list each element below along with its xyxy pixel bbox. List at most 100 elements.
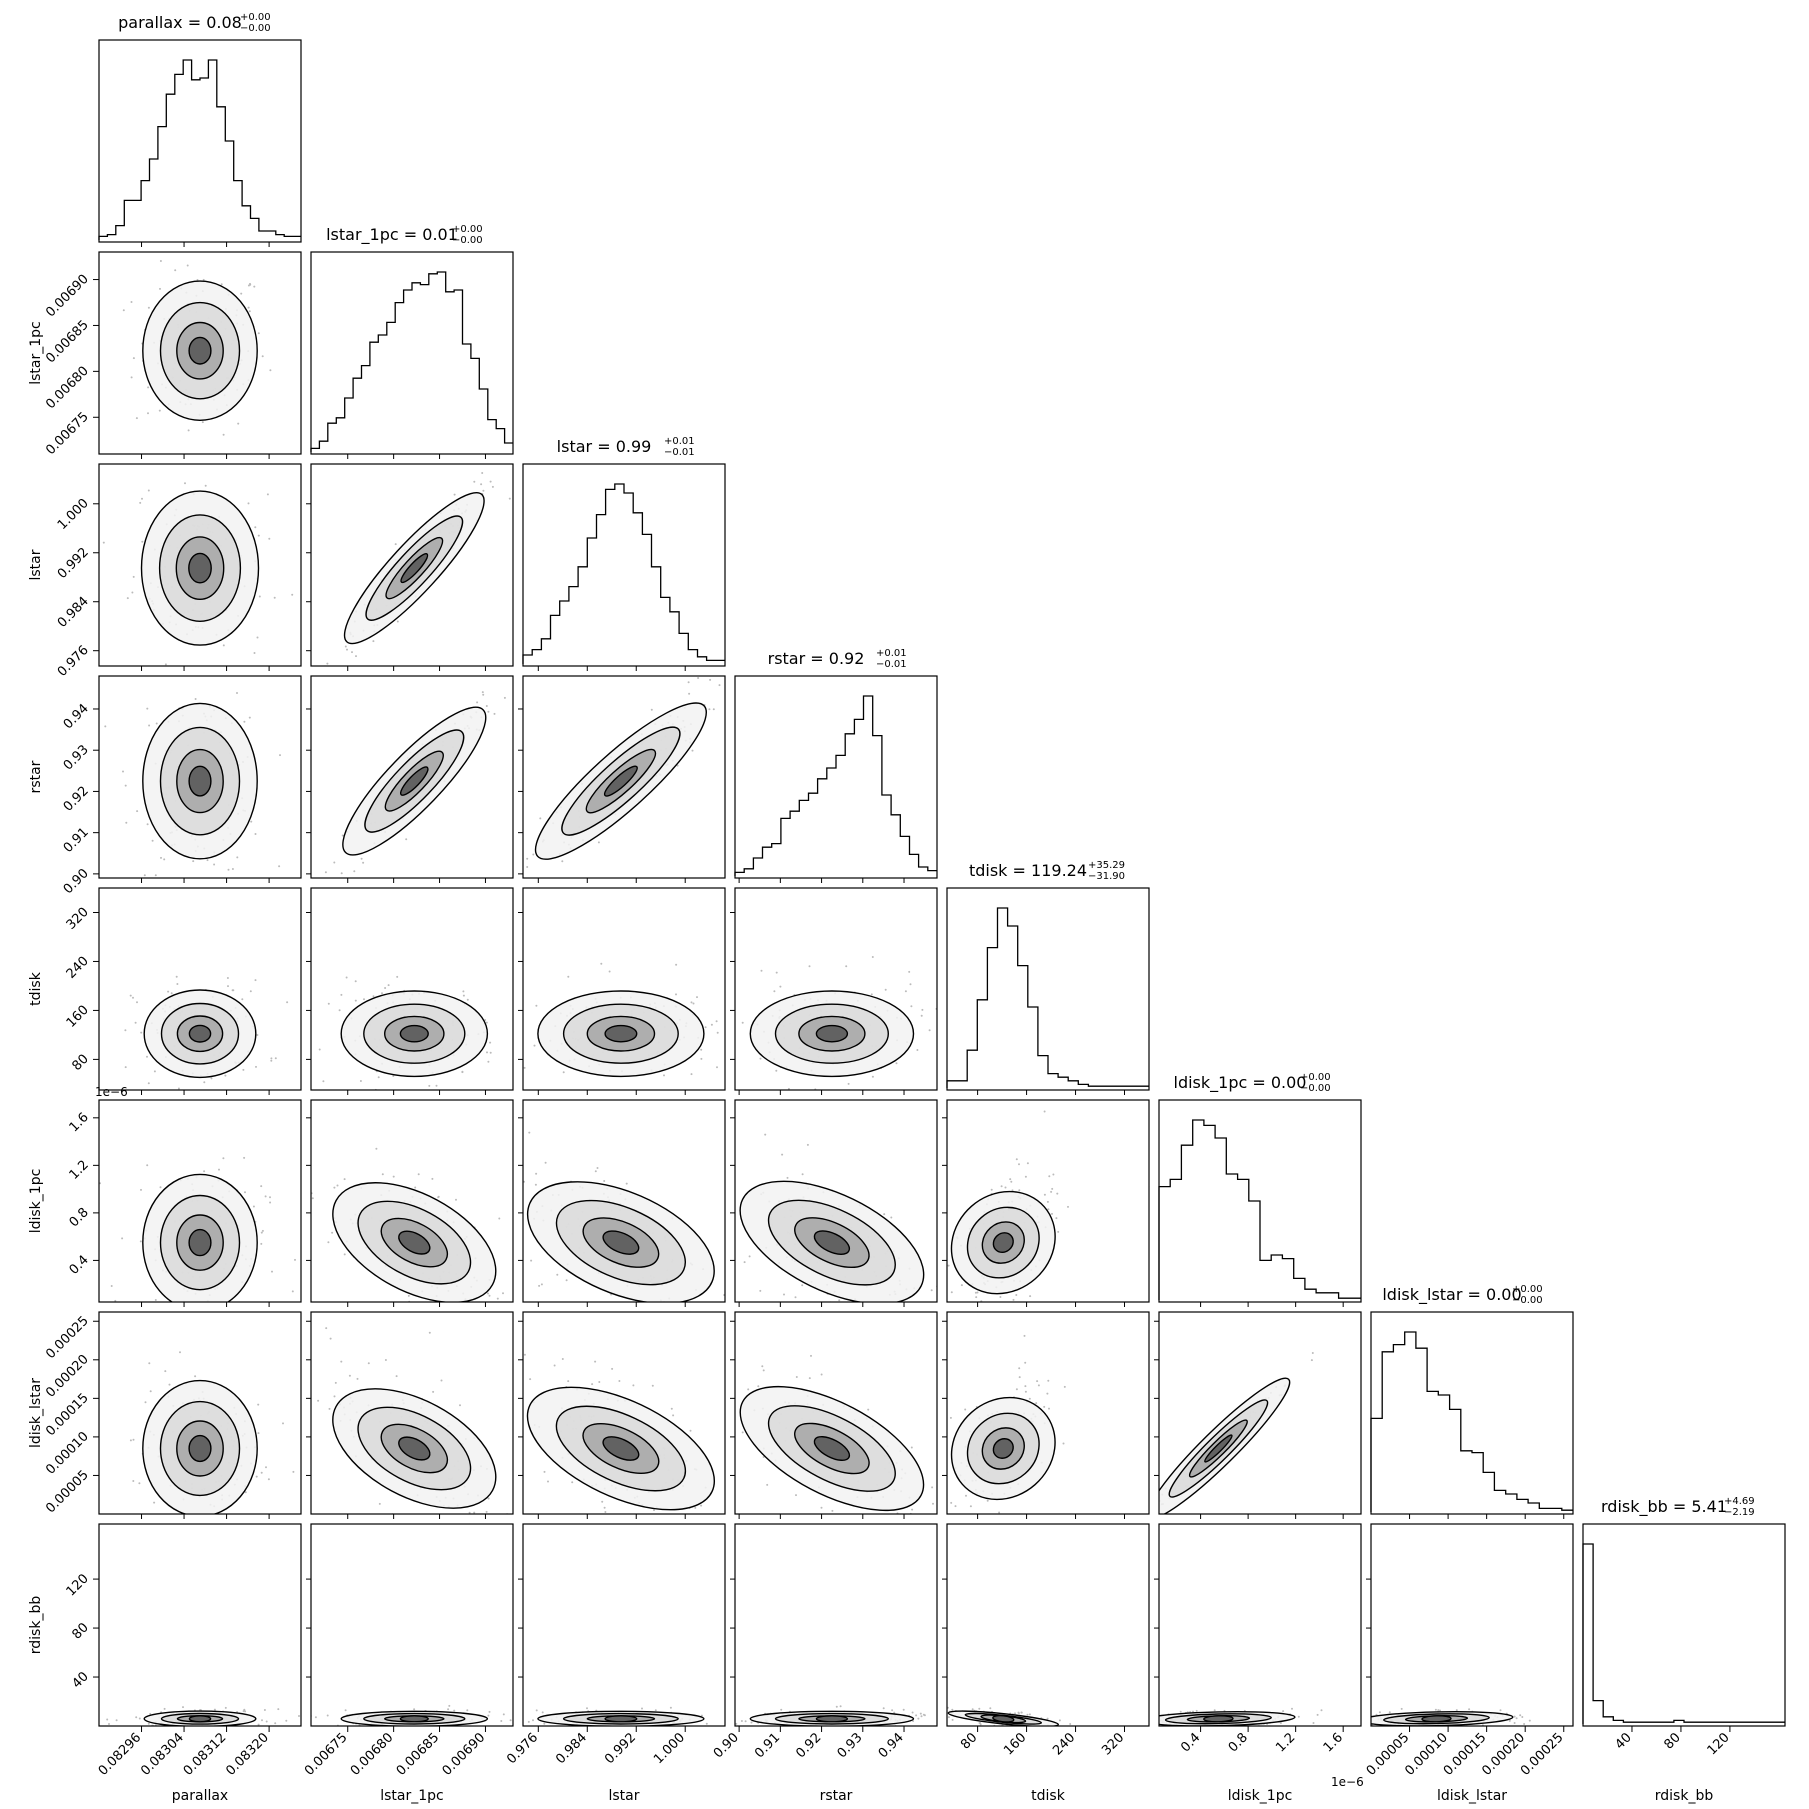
sample-point (1023, 1334, 1026, 1337)
sample-point (329, 1337, 332, 1340)
sample-point (134, 1021, 137, 1024)
sample-point (1513, 1722, 1516, 1724)
density-ldisk_lstar-lstar_1pc (317, 1327, 517, 1563)
panel-rdisk_bb-parallax (98, 1523, 302, 1727)
sample-point (806, 1143, 809, 1146)
sample-point (773, 990, 776, 993)
sample-point (377, 1076, 380, 1079)
sample-point (1063, 1385, 1066, 1388)
density-ldisk_1pc-tdisk (947, 1110, 1069, 1324)
sample-point (669, 1706, 672, 1709)
sample-point (984, 1552, 986, 1554)
sample-point (224, 1706, 227, 1709)
sample-point (561, 860, 564, 863)
density-rdisk_bb-tdisk (947, 1706, 1072, 1726)
title-plus: +0.00 (1512, 1284, 1543, 1295)
sample-point (304, 750, 306, 752)
sample-point (224, 1074, 227, 1077)
sample-point (1028, 1713, 1031, 1716)
sample-point (884, 1096, 886, 1098)
x-tick-label: 0.984 (553, 1730, 590, 1767)
sample-point (532, 853, 535, 856)
sample-point (515, 867, 517, 869)
sample-point (715, 1020, 718, 1023)
sample-point (219, 669, 221, 671)
panel-frame (98, 887, 302, 1091)
panel-frame (98, 463, 302, 667)
x-tick-label: 0.8 (1226, 1730, 1251, 1755)
sample-point (222, 433, 225, 436)
contour-level (1203, 1715, 1234, 1723)
histogram-ldisk_lstar (1370, 1331, 1573, 1512)
sample-point (146, 1055, 148, 1058)
sample-point (143, 874, 146, 877)
sample-point (851, 1729, 853, 1731)
title-minus: −31.90 (1088, 871, 1125, 882)
sample-point (888, 1527, 890, 1529)
sample-point (989, 1707, 992, 1710)
panel-frame (98, 675, 302, 879)
histogram-lstar (522, 483, 725, 664)
sample-point (959, 1534, 961, 1536)
sample-point (515, 1561, 517, 1563)
sample-point (687, 1333, 689, 1335)
sample-point (953, 1322, 955, 1324)
sample-point (331, 1231, 334, 1234)
sample-point (167, 1727, 169, 1729)
sample-point (216, 1101, 218, 1103)
sample-point (902, 1708, 905, 1711)
sample-point (556, 1273, 559, 1276)
sample-point (187, 429, 190, 432)
sample-point (344, 645, 347, 648)
sample-point (381, 992, 383, 995)
sample-point (1058, 1719, 1061, 1722)
sample-point (257, 1723, 260, 1726)
sample-point (690, 1073, 693, 1076)
sample-point (261, 1719, 263, 1722)
x-tick-label: 1.6 (1321, 1730, 1346, 1755)
sample-point (786, 1176, 789, 1179)
label-layer: parallax = 0.08+0.00−0.000.006750.006800… (28, 12, 1755, 1804)
sample-point (502, 1292, 504, 1295)
sample-point (1024, 1175, 1027, 1178)
panel-tdisk-parallax (98, 887, 302, 1091)
sample-point (1468, 1708, 1471, 1711)
panel-frame (522, 1311, 726, 1515)
y-axis-label-ldisk_lstar: ldisk_lstar (28, 1378, 44, 1448)
sample-point (253, 285, 256, 288)
sample-point (761, 1365, 764, 1368)
sample-point (541, 1711, 544, 1714)
sample-point (256, 636, 259, 639)
sample-point (1521, 1716, 1524, 1718)
sample-point (654, 1516, 656, 1518)
sample-point (700, 1057, 703, 1060)
sample-point (384, 987, 387, 989)
title-value: 0.08 (206, 13, 242, 32)
sample-point (270, 1059, 273, 1062)
panel-frame (1370, 1523, 1574, 1727)
sample-point (247, 306, 250, 309)
sample-point (227, 985, 229, 988)
sample-point (535, 1004, 538, 1007)
x-tick-label: 0.93 (835, 1730, 866, 1761)
sample-point (562, 1071, 565, 1074)
title-plus: +0.00 (240, 12, 271, 23)
sample-point (696, 996, 698, 999)
sample-point (979, 1305, 981, 1307)
sample-point (250, 820, 253, 823)
sample-point (197, 458, 199, 460)
sample-point (1020, 1711, 1023, 1714)
sample-point (650, 708, 653, 711)
sample-point (455, 1198, 457, 1201)
density-ldisk_lstar-lstar (523, 1353, 716, 1518)
sample-point (543, 1470, 546, 1473)
panel-parallax-parallax (98, 39, 302, 243)
sample-point (462, 994, 465, 997)
title-plus: +4.69 (1724, 1496, 1755, 1507)
sample-point (1437, 1709, 1440, 1712)
sample-point (244, 1191, 246, 1194)
sample-point (154, 874, 157, 877)
title-rdisk_bb: rdisk_bb = 5.41 (1601, 1497, 1727, 1517)
sample-point (1035, 1402, 1038, 1405)
sample-point (820, 1373, 823, 1376)
